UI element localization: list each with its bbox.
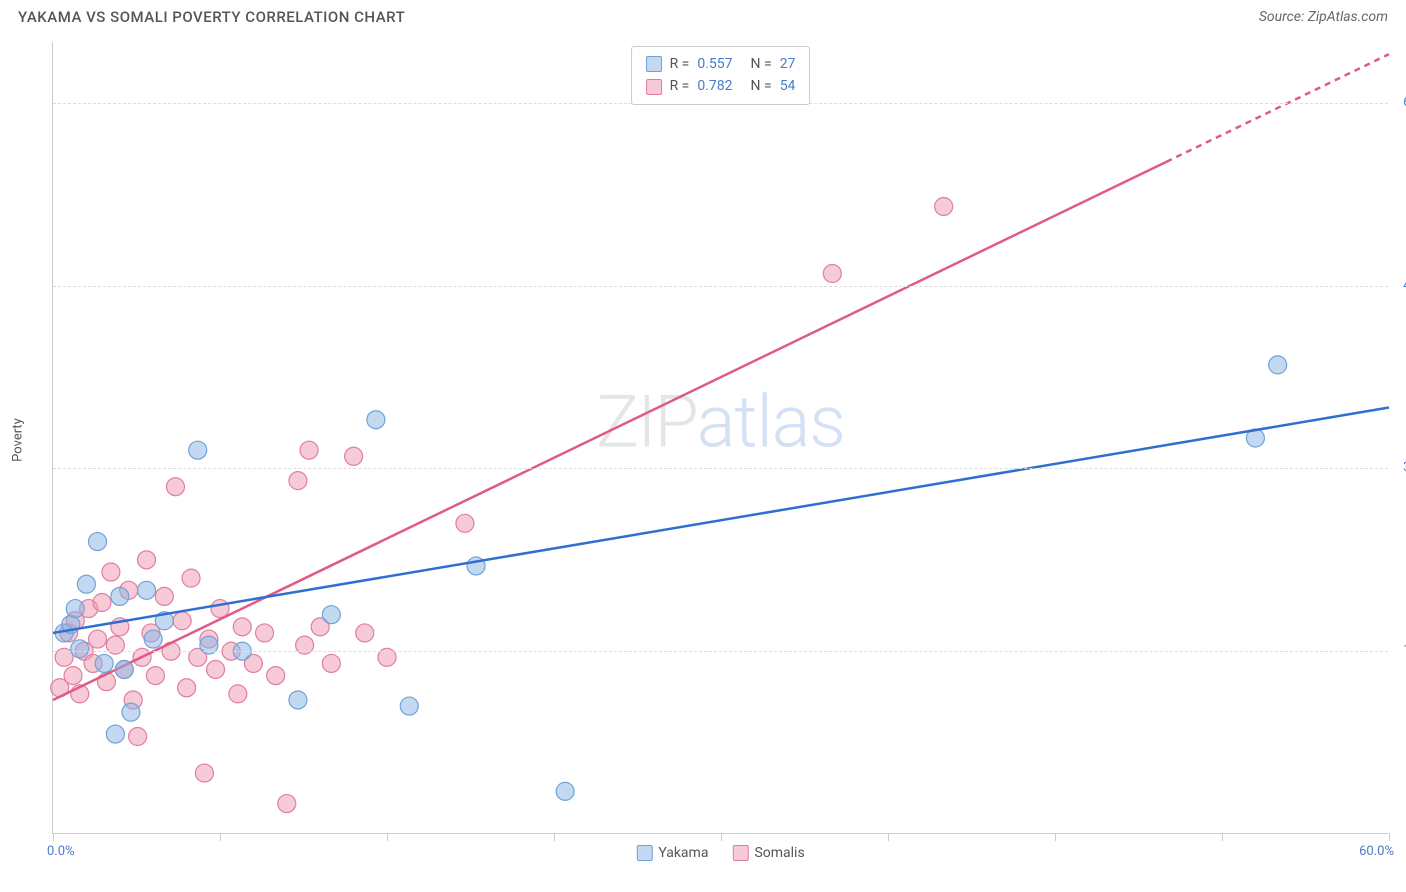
trend-line [53,162,1166,700]
data-point [195,764,213,782]
stats-legend-row: R = 0.557 N = 27 [646,53,796,75]
x-tick [1389,833,1390,841]
legend-n-label: N = [751,53,772,75]
x-tick [721,833,722,841]
data-point [289,691,307,709]
legend-n-label: N = [751,75,772,97]
data-point [89,533,107,551]
data-point [166,478,184,496]
data-point [95,654,113,672]
data-point [322,654,340,672]
gridline [53,286,1388,287]
scatter-svg [53,42,1388,833]
data-point [173,612,191,630]
data-point [71,640,89,658]
legend-swatch [646,56,662,72]
data-point [144,630,162,648]
data-point [182,569,200,587]
legend-swatch [732,845,748,861]
x-tick [387,833,388,841]
data-point [233,618,251,636]
legend-swatch [636,845,652,861]
legend-n-value: 27 [780,53,796,75]
data-point [1269,356,1287,374]
data-point [64,667,82,685]
stats-legend-row: R = 0.782 N = 54 [646,75,796,97]
data-point [146,667,164,685]
series-legend: Yakama Somalis [636,845,804,861]
data-point [256,624,274,642]
data-point [267,667,285,685]
data-point [229,685,247,703]
data-point [155,587,173,605]
data-point [129,728,147,746]
plot-area: ZIPatlas R =0.557N =27R =0.782N =54 15.0… [52,42,1388,834]
data-point [115,661,133,679]
data-point [289,472,307,490]
data-point [400,697,418,715]
data-point [367,411,385,429]
data-point [189,441,207,459]
y-axis-title: Poverty [11,418,26,462]
legend-r-value: 0.782 [697,75,732,97]
data-point [89,630,107,648]
x-tick [220,833,221,841]
data-point [556,782,574,800]
chart-source: Source: ZipAtlas.com [1259,9,1388,25]
data-point [935,197,953,215]
legend-n-value: 54 [780,75,796,97]
legend-r-label: R = [670,53,690,75]
data-point [93,593,111,611]
data-point [456,514,474,532]
legend-r-label: R = [670,75,690,97]
stats-legend: R = 0.557 N = 27 R = 0.782 N = 54 [631,46,811,105]
chart-title: YAKAMA VS SOMALI POVERTY CORRELATION CHA… [18,8,405,26]
data-point [322,606,340,624]
data-point [138,581,156,599]
data-point [823,265,841,283]
data-point [138,551,156,569]
gridline [53,468,1388,469]
x-axis-min-label: 0.0% [47,844,75,859]
data-point [278,795,296,813]
trend-line [53,408,1389,633]
data-point [102,563,120,581]
x-axis-max-label: 60.0% [1359,844,1394,859]
x-tick [554,833,555,841]
data-point [77,575,95,593]
series-legend-item: Somalis [732,845,804,861]
x-tick [1055,833,1056,841]
series-legend-item: Yakama [636,845,708,861]
data-point [106,725,124,743]
x-tick [1222,833,1223,841]
x-tick [53,833,54,841]
data-point [122,703,140,721]
gridline [53,651,1388,652]
chart-header: YAKAMA VS SOMALI POVERTY CORRELATION CHA… [0,0,1406,30]
series-legend-label: Yakama [658,845,708,861]
data-point [178,679,196,697]
x-tick [888,833,889,841]
data-point [356,624,374,642]
data-point [345,447,363,465]
data-point [111,587,129,605]
data-point [207,661,225,679]
series-legend-label: Somalis [754,845,804,861]
legend-r-value: 0.557 [697,53,732,75]
data-point [66,600,84,618]
legend-swatch [646,79,662,95]
data-point [300,441,318,459]
trend-line-dashed [1166,54,1389,162]
